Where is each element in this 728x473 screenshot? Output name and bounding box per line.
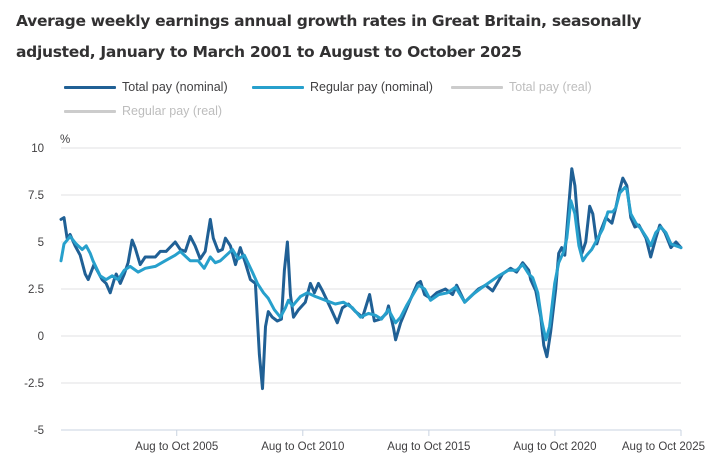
- legend-swatch-total-pay-nominal: [64, 85, 116, 89]
- y-tick-label: 5: [38, 237, 44, 249]
- series-line-regular-pay-nominal: [59, 186, 683, 342]
- y-tick-label: 7.5: [28, 190, 44, 202]
- legend-label: Total pay (real): [509, 80, 592, 94]
- x-tick-label: Aug to Oct 2005: [135, 441, 218, 453]
- legend-swatch-total-pay-real: [451, 85, 503, 89]
- x-axis: Aug to Oct 2005 Aug to Oct 2010 Aug to Oct…: [135, 430, 705, 453]
- legend-label: Regular pay (nominal): [310, 80, 433, 94]
- legend-label: Total pay (nominal): [122, 80, 228, 94]
- legend-item-total-pay-nominal[interactable]: Total pay (nominal): [64, 80, 228, 94]
- y-tick-label: 10: [31, 143, 44, 155]
- x-tick-label: Aug to Oct 2010: [261, 441, 344, 453]
- legend-label: Regular pay (real): [122, 104, 223, 118]
- y-tick-label: -5: [34, 425, 44, 437]
- y-axis-unit-label: %: [60, 134, 70, 146]
- x-tick-label: Aug to Oct 2020: [513, 441, 596, 453]
- y-tick-label: 2.5: [28, 284, 44, 296]
- legend-item-regular-pay-nominal[interactable]: Regular pay (nominal): [252, 80, 433, 94]
- legend-item-total-pay-real[interactable]: Total pay (real): [451, 80, 592, 94]
- y-axis: 10 7.5 5 2.5 0 -2.5 -5: [24, 143, 44, 437]
- legend-swatch-regular-pay-nominal: [252, 85, 304, 89]
- legend-item-regular-pay-real[interactable]: Regular pay (real): [64, 104, 222, 118]
- series-lines: [59, 167, 683, 391]
- x-tick-label: Aug to Oct 2025: [622, 441, 705, 453]
- gridlines: [61, 147, 681, 431]
- y-tick-label: 0: [38, 331, 44, 343]
- y-tick-label: -2.5: [24, 378, 44, 390]
- legend-swatch-regular-pay-real: [64, 109, 116, 113]
- x-tick-label: Aug to Oct 2015: [387, 441, 470, 453]
- series-line-total-pay-nominal: [59, 167, 683, 391]
- chart-title: Average weekly earnings annual growth ra…: [16, 12, 642, 61]
